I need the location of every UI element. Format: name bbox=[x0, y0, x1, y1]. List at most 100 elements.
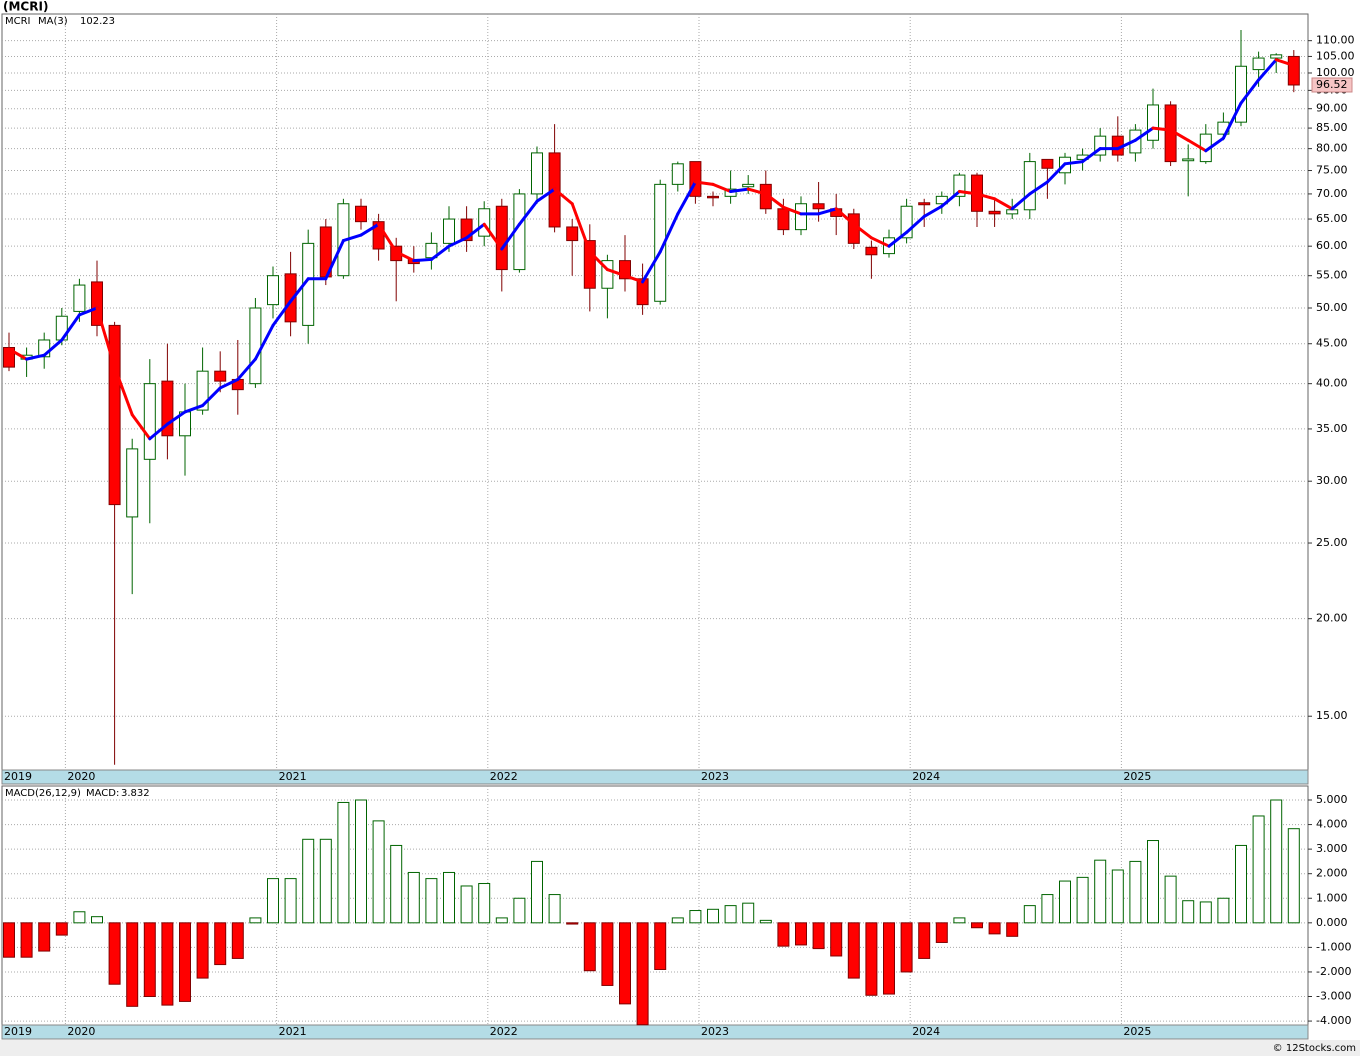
y-tick-label: 3.000 bbox=[1316, 842, 1348, 855]
legend-name: MACD: bbox=[86, 788, 119, 799]
ma-line bbox=[1133, 126, 1155, 142]
macd-bar bbox=[636, 922, 649, 1026]
y-tick-label: 65.00 bbox=[1316, 212, 1348, 225]
candle-body bbox=[795, 203, 807, 231]
ma-line bbox=[412, 257, 433, 263]
ma-line bbox=[377, 222, 398, 254]
macd-bar bbox=[126, 922, 139, 1007]
ma-line bbox=[1274, 58, 1296, 68]
candle-body bbox=[689, 161, 702, 197]
candle-body bbox=[671, 163, 684, 185]
candle-body bbox=[108, 324, 121, 506]
macd-bar bbox=[267, 878, 279, 924]
y-tick-label: 50.00 bbox=[1316, 301, 1348, 314]
macd-bar bbox=[1270, 799, 1283, 924]
macd-bar bbox=[179, 922, 191, 1002]
ma-line bbox=[113, 365, 134, 417]
candle-body bbox=[742, 183, 755, 188]
y-tick-label: 80.00 bbox=[1316, 142, 1348, 155]
candle-body bbox=[619, 260, 631, 280]
date-axis-bar bbox=[1, 769, 1309, 785]
ma-line bbox=[553, 187, 574, 206]
macd-bar bbox=[214, 922, 227, 966]
ma-line bbox=[834, 207, 856, 226]
legend-value: 3.832 bbox=[121, 788, 150, 799]
macd-bar bbox=[742, 902, 755, 924]
y-tick-label: 100.00 bbox=[1316, 66, 1355, 79]
y-tick-label: 75.00 bbox=[1316, 164, 1348, 177]
last-price-label: 96.52 bbox=[1316, 78, 1348, 91]
macd-bar bbox=[1023, 905, 1036, 924]
macd-bar bbox=[759, 919, 772, 924]
ma-line bbox=[1239, 78, 1261, 105]
macd-bar bbox=[143, 922, 156, 998]
x-tick-label: 2025 bbox=[1123, 770, 1151, 783]
ma-line bbox=[711, 182, 733, 194]
candle-body bbox=[531, 152, 543, 195]
candle-body bbox=[566, 226, 579, 242]
y-tick-label: 15.00 bbox=[1316, 709, 1348, 722]
ma-line bbox=[429, 244, 451, 261]
macd-bar bbox=[319, 838, 332, 924]
y-tick-label: 5.000 bbox=[1316, 793, 1348, 806]
x-tick-label: 2021 bbox=[279, 1025, 307, 1038]
ma-line bbox=[623, 274, 645, 284]
x-tick-label: 2019 bbox=[4, 770, 32, 783]
y-tick-label: 105.00 bbox=[1316, 49, 1355, 62]
ma-line bbox=[359, 222, 381, 237]
candle-body bbox=[495, 205, 508, 271]
macd-bar bbox=[161, 922, 174, 1006]
macd-bar bbox=[372, 820, 385, 924]
ma-line bbox=[975, 192, 997, 201]
y-tick-label: -2.000 bbox=[1316, 965, 1351, 978]
macd-bar bbox=[724, 905, 737, 924]
y-tick-label: 85.00 bbox=[1316, 121, 1348, 134]
y-tick-label: 55.00 bbox=[1316, 269, 1348, 282]
ma-line bbox=[1045, 162, 1067, 184]
ma-line bbox=[341, 233, 363, 243]
panel-title: MACD(26,12,9) bbox=[5, 788, 81, 799]
macd-bar bbox=[355, 799, 367, 924]
candle-body bbox=[900, 205, 913, 239]
macd-bar bbox=[55, 922, 68, 936]
macd-bar bbox=[1235, 844, 1247, 924]
macd-bar bbox=[443, 871, 455, 924]
candle-body bbox=[73, 284, 86, 312]
ma-line bbox=[500, 222, 521, 251]
macd-bar bbox=[284, 878, 297, 924]
macd-bar bbox=[390, 844, 403, 924]
candle-body bbox=[460, 218, 473, 242]
y-tick-label: 1.000 bbox=[1316, 891, 1348, 904]
ma-line bbox=[42, 338, 64, 357]
candle-body bbox=[1147, 104, 1159, 141]
ma-line bbox=[729, 187, 750, 194]
macd-bar bbox=[1076, 876, 1089, 924]
legend-ma-value: 102.23 bbox=[80, 16, 115, 27]
ma-line bbox=[1028, 180, 1049, 196]
ma-line bbox=[1081, 147, 1102, 164]
ma-line bbox=[60, 313, 81, 342]
macd-bar bbox=[495, 917, 508, 924]
candle-body bbox=[865, 246, 878, 256]
macd-bar bbox=[38, 922, 51, 952]
legend-ma-name: MA(3) bbox=[38, 16, 68, 27]
x-tick-label: 2023 bbox=[701, 770, 729, 783]
candle-body bbox=[1287, 55, 1300, 86]
ma-line bbox=[183, 404, 205, 414]
candle-body bbox=[1006, 209, 1019, 215]
y-tick-label: 70.00 bbox=[1316, 187, 1348, 200]
macd-bar bbox=[795, 922, 807, 946]
x-tick-label: 2025 bbox=[1123, 1025, 1151, 1038]
ma-line bbox=[7, 347, 29, 361]
macd-bar bbox=[249, 917, 262, 924]
y-tick-label: 90.00 bbox=[1316, 102, 1348, 115]
ma-line bbox=[1204, 136, 1225, 153]
macd-bar bbox=[1059, 880, 1071, 924]
candle-body bbox=[443, 218, 455, 244]
y-tick-label: 45.00 bbox=[1316, 337, 1348, 350]
y-tick-label: -3.000 bbox=[1316, 990, 1351, 1003]
y-tick-label: 60.00 bbox=[1316, 239, 1348, 252]
macd-bar bbox=[1182, 900, 1195, 924]
candle-body bbox=[3, 347, 15, 368]
